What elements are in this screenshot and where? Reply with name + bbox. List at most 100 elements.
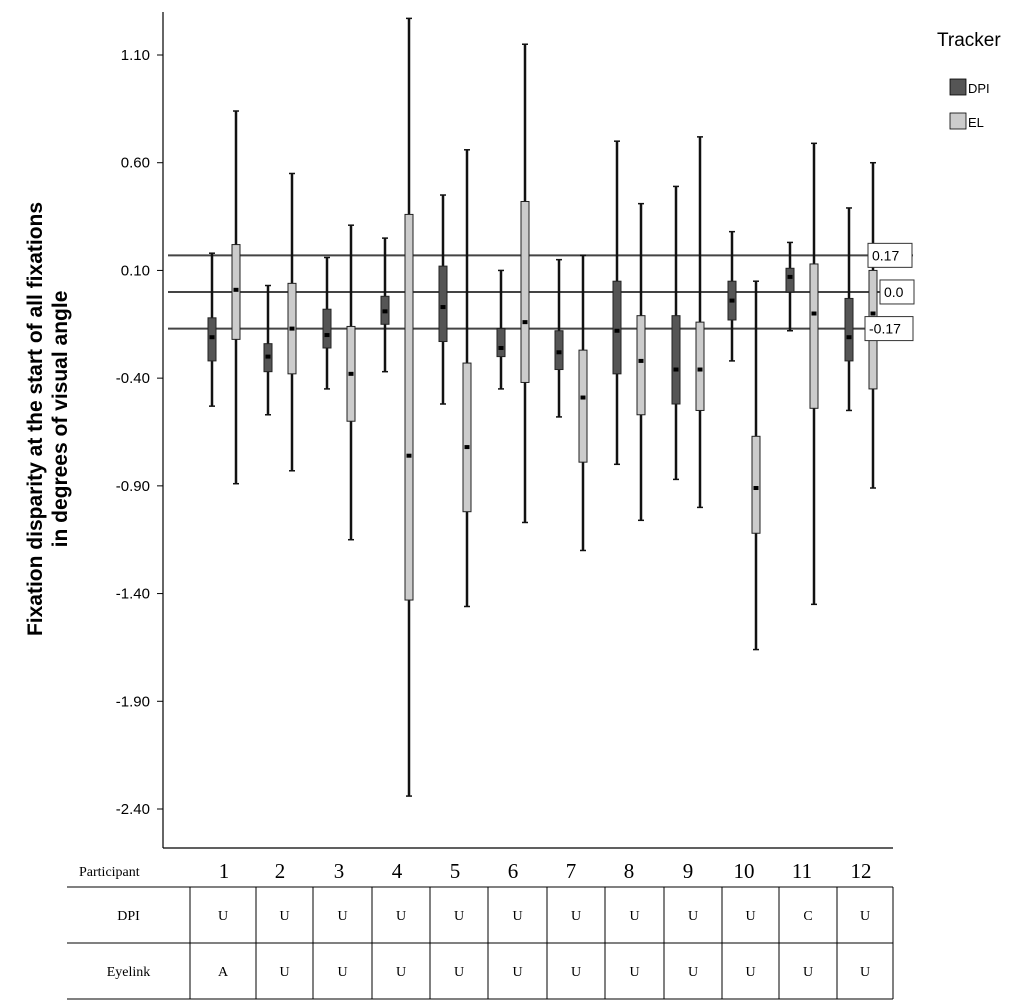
y-tick-label: 0.10 (121, 262, 150, 279)
box-body (636, 315, 646, 416)
median-mark (846, 335, 852, 340)
median-mark (498, 345, 504, 350)
box-body (751, 435, 761, 534)
y-tick-label: -1.90 (116, 693, 150, 710)
participant-number: 2 (275, 859, 286, 883)
table-cell: U (512, 909, 522, 924)
participant-number: 4 (392, 859, 403, 883)
box-dpi-p7 (554, 258, 564, 418)
y-tick-label: -0.90 (116, 478, 150, 495)
reference-line-labels: 0.17 0.0 -0.17 (864, 242, 915, 342)
median-mark (265, 354, 271, 359)
table-cell: U (629, 965, 639, 980)
y-axis-title-line2: in degrees of visual angle (49, 291, 72, 548)
median-mark (697, 367, 703, 372)
legend-title: Tracker (937, 30, 1001, 51)
y-axis-ticks: 1.10 0.60 0.10 -0.40 -0.90 -1.40 -1.90 -2.40 (116, 47, 163, 818)
box-body (207, 317, 217, 362)
reference-label: 0.17 (872, 247, 899, 263)
box-body (578, 349, 588, 463)
box-body (671, 315, 681, 405)
box-el-p2 (287, 172, 297, 472)
participant-header: Participant (79, 865, 140, 880)
y-axis-title-line1: Fixation disparity at the start of all f… (24, 202, 47, 636)
reference-label: -0.17 (869, 321, 901, 337)
median-mark (753, 486, 759, 491)
participant-number: 6 (508, 859, 519, 883)
box-dpi-p11 (785, 241, 795, 332)
median-mark (440, 305, 446, 310)
participant-numbers: 1 2 3 4 5 6 7 8 9 10 11 12 (219, 859, 872, 883)
reference-label-box (867, 242, 913, 268)
participant-number: 1 (219, 859, 230, 883)
median-mark (382, 309, 388, 314)
box-body (496, 328, 506, 358)
table-cell: U (745, 965, 755, 980)
y-tick-label: 0.60 (121, 155, 150, 172)
box-dpi-p5 (438, 194, 448, 405)
box-el-p6 (520, 43, 530, 524)
table-cell: U (337, 965, 347, 980)
y-tick-label: -1.40 (116, 586, 150, 603)
y-tick-label: -2.40 (116, 801, 150, 818)
box-body (785, 267, 795, 293)
box-body (809, 263, 819, 409)
box-body (844, 297, 854, 362)
box-body (695, 321, 705, 411)
box-dpi-p9 (671, 185, 681, 481)
y-axis-title: Fixation disparity at the start of all f… (24, 202, 72, 636)
median-mark (870, 311, 876, 316)
median-mark (580, 395, 586, 400)
median-mark (522, 320, 528, 325)
table-row-label: Eyelink (107, 965, 151, 980)
box-el-p3 (346, 224, 356, 541)
box-body (520, 200, 530, 383)
median-mark (289, 326, 295, 331)
box-dpi-p6 (496, 269, 506, 390)
median-mark (729, 298, 735, 303)
box-dpi-p2 (263, 284, 273, 416)
table-cell: U (279, 965, 289, 980)
box-el-p10 (751, 280, 761, 651)
box-body (231, 244, 241, 340)
table-cell: U (860, 909, 870, 924)
box-body (462, 362, 472, 513)
box-el-p7 (578, 254, 588, 552)
box-el-p1 (231, 110, 241, 485)
median-mark (638, 358, 644, 363)
box-el-p9 (695, 136, 705, 509)
median-mark (324, 333, 330, 338)
legend-label-el: EL (968, 115, 984, 130)
table-cell: U (396, 909, 406, 924)
reference-label-box (864, 316, 914, 342)
box-dpi-p1 (207, 252, 217, 407)
table-cell: U (337, 909, 347, 924)
box-el-p11 (809, 142, 819, 606)
table-cell: U (512, 965, 522, 980)
median-mark (673, 367, 679, 372)
box-dpi-p3 (322, 256, 332, 390)
box-el-p5 (462, 149, 472, 608)
legend: Tracker DPI EL (937, 30, 1001, 130)
table-cell: U (571, 909, 581, 924)
box-el-p4 (404, 17, 414, 797)
participant-number: 11 (792, 859, 812, 883)
box-el-p8 (636, 202, 646, 522)
participant-number: 8 (624, 859, 635, 883)
participant-number: 12 (851, 859, 872, 883)
classification-table: DPI U U U U U U U U U U C U Eyelink A U U U U U U U U U U U (67, 886, 894, 1000)
y-tick-label: 1.10 (121, 47, 150, 64)
box-body (322, 308, 332, 349)
table-cell: U (860, 965, 870, 980)
table-cell: A (218, 965, 229, 980)
table-cell: U (454, 965, 464, 980)
box-dpi-p4 (380, 237, 390, 373)
table-cell: U (454, 909, 464, 924)
participant-number: 3 (334, 859, 345, 883)
table-row-label: DPI (117, 909, 140, 924)
table-cell: C (803, 909, 812, 924)
median-mark (811, 311, 817, 316)
box-series (207, 17, 878, 797)
y-tick-label: -0.40 (116, 370, 150, 387)
box-body (404, 213, 414, 601)
